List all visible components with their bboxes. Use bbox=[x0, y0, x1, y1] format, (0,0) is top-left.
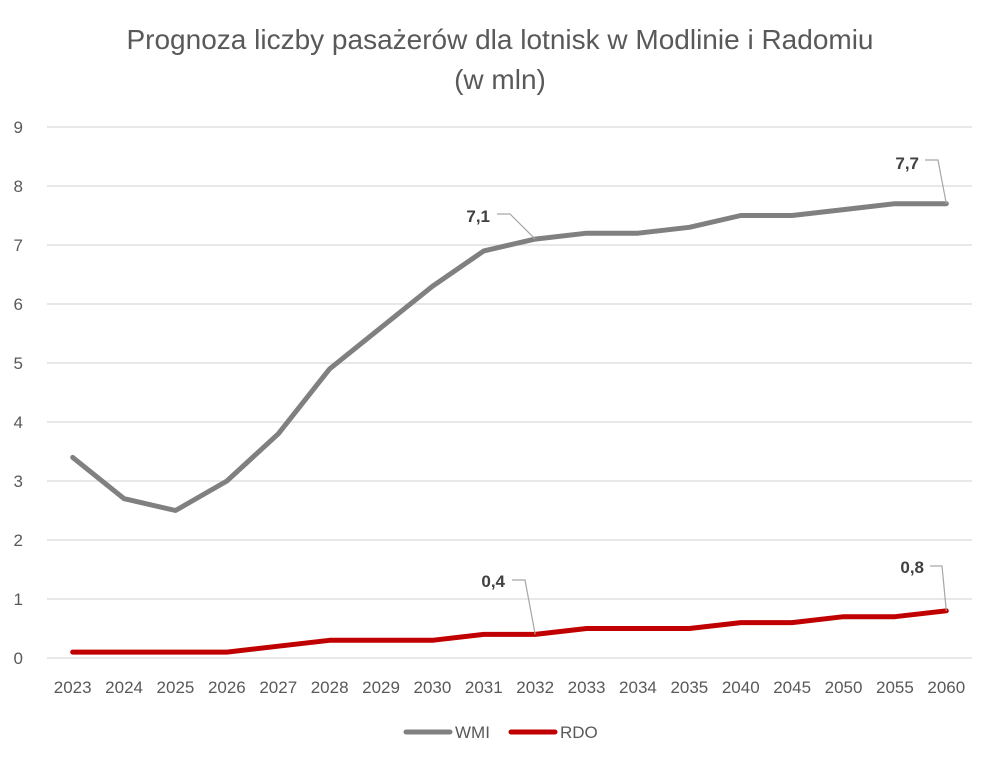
y-tick-label: 1 bbox=[14, 590, 23, 609]
x-tick-label: 2027 bbox=[259, 678, 297, 697]
y-tick-label: 9 bbox=[14, 118, 23, 137]
data-label-leader bbox=[925, 159, 947, 204]
legend: WMI RDO bbox=[403, 723, 598, 742]
x-tick-label: 2033 bbox=[568, 678, 606, 697]
y-tick-label: 5 bbox=[14, 354, 23, 373]
chart-title: Prognoza liczby pasażerów dla lotnisk w … bbox=[126, 24, 874, 55]
x-tick-label: 2032 bbox=[516, 678, 554, 697]
data-label-leader bbox=[512, 579, 536, 635]
series-line-wmi bbox=[70, 201, 949, 513]
data-label: 7,1 bbox=[466, 207, 490, 226]
data-label-leader bbox=[497, 213, 536, 240]
x-tick-label: 2060 bbox=[927, 678, 965, 697]
data-label: 0,8 bbox=[900, 558, 924, 577]
x-tick-label: 2025 bbox=[157, 678, 195, 697]
y-tick-label: 8 bbox=[14, 177, 23, 196]
x-axis-ticks: 2023 2024 2025 2026 2027 2028 2029 2030 2031 2032… bbox=[54, 678, 965, 697]
x-tick-label: 2050 bbox=[825, 678, 863, 697]
y-axis-ticks: 0 1 2 3 4 5 6 7 8 9 bbox=[14, 118, 23, 668]
x-tick-label: 2045 bbox=[773, 678, 811, 697]
x-tick-label: 2034 bbox=[619, 678, 657, 697]
legend-label: RDO bbox=[560, 723, 598, 742]
legend-label: WMI bbox=[455, 723, 490, 742]
x-tick-label: 2026 bbox=[208, 678, 246, 697]
data-labels: 7,1 7,7 0,4 0,8 bbox=[466, 154, 947, 635]
y-tick-label: 6 bbox=[14, 295, 23, 314]
y-tick-label: 3 bbox=[14, 472, 23, 491]
chart-title-block: Prognoza liczby pasażerów dla lotnisk w … bbox=[0, 20, 1000, 100]
x-tick-label: 2028 bbox=[311, 678, 349, 697]
x-tick-label: 2023 bbox=[54, 678, 92, 697]
y-tick-label: 7 bbox=[14, 236, 23, 255]
chart-subtitle: (w mln) bbox=[454, 64, 546, 95]
data-label-leader bbox=[930, 565, 947, 611]
x-tick-label: 2030 bbox=[414, 678, 452, 697]
series-line-rdo bbox=[70, 608, 949, 655]
x-tick-label: 2031 bbox=[465, 678, 503, 697]
gridlines bbox=[47, 126, 972, 659]
x-tick-label: 2035 bbox=[670, 678, 708, 697]
data-label: 0,4 bbox=[481, 572, 505, 591]
x-tick-label: 2024 bbox=[105, 678, 143, 697]
y-tick-label: 0 bbox=[14, 649, 23, 668]
data-label: 7,7 bbox=[895, 154, 919, 173]
x-tick-label: 2040 bbox=[722, 678, 760, 697]
series-lines bbox=[70, 201, 949, 655]
y-tick-label: 4 bbox=[14, 413, 23, 432]
x-tick-label: 2029 bbox=[362, 678, 400, 697]
y-tick-label: 2 bbox=[14, 531, 23, 550]
x-tick-label: 2055 bbox=[876, 678, 914, 697]
